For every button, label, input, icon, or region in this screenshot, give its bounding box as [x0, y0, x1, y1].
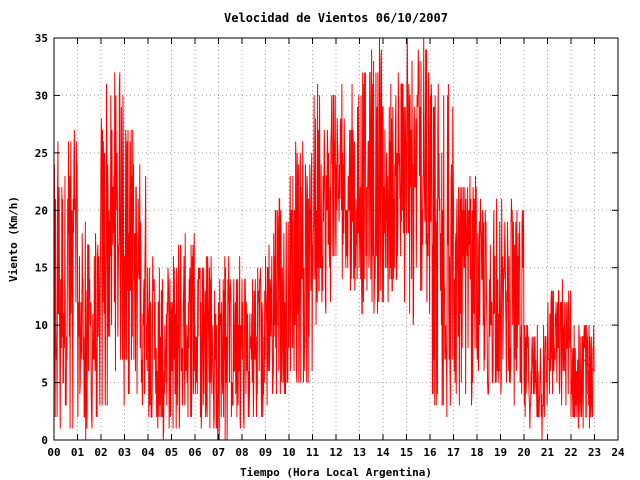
y-tick-label: 5 [41, 377, 48, 390]
wind-speed-series [53, 37, 595, 441]
chart-title: Velocidad de Vientos 06/10/2007 [224, 11, 448, 25]
x-tick-label: 23 [588, 446, 601, 459]
x-axis-label: Tiempo (Hora Local Argentina) [240, 466, 432, 479]
x-tick-label: 12 [329, 446, 342, 459]
x-tick-label: 07 [212, 446, 225, 459]
x-tick-label: 19 [494, 446, 507, 459]
y-tick-label: 35 [35, 32, 48, 45]
x-tick-label: 14 [376, 446, 390, 459]
x-axis-ticks: 00 01 02 03 04 05 06 07 08 09 10 11 12 13 14 15 16 17 18 19… [47, 38, 625, 459]
y-tick-label: 10 [35, 319, 48, 332]
x-tick-label: 06 [188, 446, 202, 459]
x-tick-label: 16 [423, 446, 437, 459]
x-tick-label: 17 [447, 446, 460, 459]
x-tick-label: 15 [400, 446, 413, 459]
x-tick-label: 20 [517, 446, 530, 459]
x-tick-label: 04 [141, 446, 155, 459]
y-tick-label: 30 [35, 89, 48, 102]
y-axis-label: Viento (Km/h) [7, 196, 20, 282]
y-axis-ticks: 0 5 10 15 20 25 30 35 [35, 32, 618, 447]
x-tick-label: 10 [282, 446, 295, 459]
x-tick-label: 22 [564, 446, 577, 459]
x-tick-label: 00 [47, 446, 60, 459]
series-line [53, 37, 595, 441]
x-tick-label: 05 [165, 446, 178, 459]
x-tick-label: 09 [259, 446, 272, 459]
x-tick-label: 21 [541, 446, 555, 459]
x-tick-label: 18 [470, 446, 483, 459]
x-tick-label: 11 [306, 446, 320, 459]
y-tick-label: 25 [35, 147, 48, 160]
x-tick-label: 02 [94, 446, 107, 459]
y-tick-label: 20 [35, 204, 48, 217]
y-tick-label: 0 [41, 434, 48, 447]
x-tick-label: 08 [235, 446, 248, 459]
x-tick-label: 24 [611, 446, 625, 459]
x-tick-label: 03 [118, 446, 131, 459]
x-tick-label: 13 [353, 446, 366, 459]
x-tick-label: 01 [71, 446, 85, 459]
y-tick-label: 15 [35, 262, 48, 275]
